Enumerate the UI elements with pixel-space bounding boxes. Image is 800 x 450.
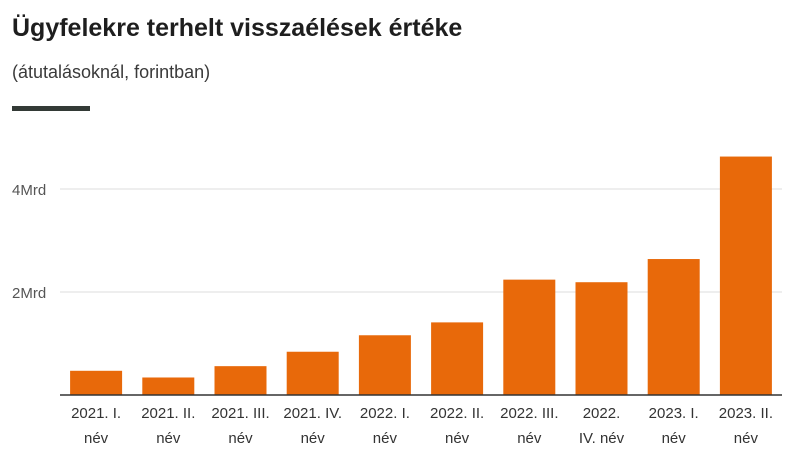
x-tick-label: 2021. I. <box>71 405 121 422</box>
bar <box>647 259 700 395</box>
y-tick-label: 4Mrd <box>12 182 46 199</box>
tick-labels: 2Mrd 4Mrd 2021. I. név 2021. II. név 2021. III… <box>12 182 773 447</box>
x-tick-label: 2022. I. <box>360 405 410 422</box>
bar <box>142 377 195 395</box>
bar <box>431 322 484 395</box>
x-tick-label: név <box>662 430 687 447</box>
x-tick-label: 2021. II. <box>141 405 195 422</box>
title-accent-bar <box>12 106 90 111</box>
x-tick-label: 2022. III. <box>500 405 558 422</box>
x-tick-label: IV. név <box>579 430 625 447</box>
x-tick-label: név <box>445 430 470 447</box>
x-tick-label: 2021. IV. <box>283 405 342 422</box>
bar <box>286 351 339 395</box>
bar <box>358 335 411 395</box>
bar <box>719 156 772 395</box>
x-tick-label: név <box>373 430 398 447</box>
chart-subtitle: (átutalásoknál, forintban) <box>12 62 211 82</box>
x-tick-label: 2021. III. <box>211 405 269 422</box>
x-tick-label: név <box>228 430 253 447</box>
x-tick-label: név <box>517 430 542 447</box>
x-tick-label: 2023. I. <box>649 405 699 422</box>
x-tick-label: név <box>156 430 181 447</box>
bar <box>214 366 267 395</box>
bar <box>503 279 556 395</box>
chart-title: Ügyfelekre terhelt visszaélések értéke <box>12 14 463 42</box>
y-tick-label: 2Mrd <box>12 285 46 302</box>
x-tick-label: 2023. II. <box>719 405 773 422</box>
bars <box>70 156 772 395</box>
x-tick-label: 2022. <box>583 405 621 422</box>
x-tick-label: név <box>301 430 326 447</box>
x-tick-label: név <box>734 430 759 447</box>
x-tick-label: 2022. II. <box>430 405 484 422</box>
bar <box>575 282 628 395</box>
bar <box>70 370 123 395</box>
x-tick-label: név <box>84 430 109 447</box>
